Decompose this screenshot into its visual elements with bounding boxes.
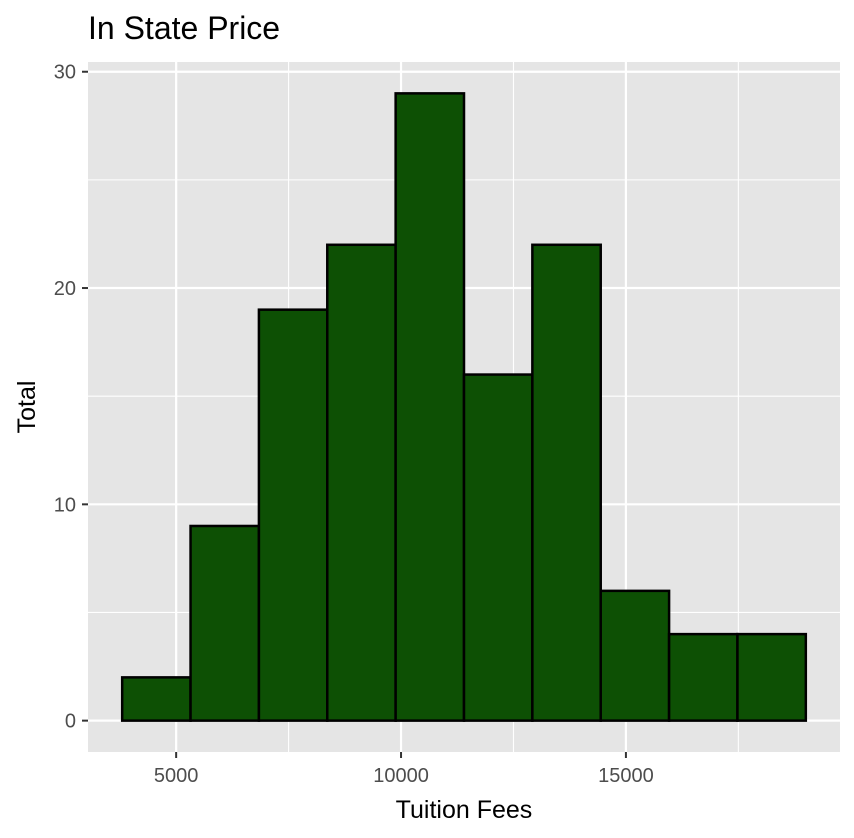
y-tick-label: 20 (54, 278, 76, 300)
histogram-bar (531, 243, 602, 722)
histogram-bar (326, 243, 397, 722)
x-tick-label: 10000 (373, 765, 429, 787)
histogram-bar (394, 92, 466, 722)
x-tick-label: 5000 (154, 765, 199, 787)
y-axis: 0 10 20 30 (54, 62, 88, 733)
y-tick-label: 10 (54, 494, 76, 516)
histogram-bar (462, 373, 534, 722)
y-tick-label: 0 (65, 711, 76, 733)
x-axis-title: Tuition Fees (396, 796, 533, 824)
histogram-bar (257, 308, 329, 722)
x-axis: 5000 10000 15000 (154, 752, 654, 787)
y-tick-label: 30 (54, 62, 76, 84)
histogram-bar (599, 589, 671, 722)
histogram-bar (667, 632, 739, 722)
chart-title: In State Price (88, 10, 280, 46)
y-axis-title: Total (13, 381, 41, 434)
histogram-bar (189, 524, 261, 722)
histogram-bars (120, 92, 808, 722)
histogram-bar (736, 632, 808, 722)
x-tick-label: 15000 (598, 765, 654, 787)
histogram-bar (120, 676, 192, 722)
